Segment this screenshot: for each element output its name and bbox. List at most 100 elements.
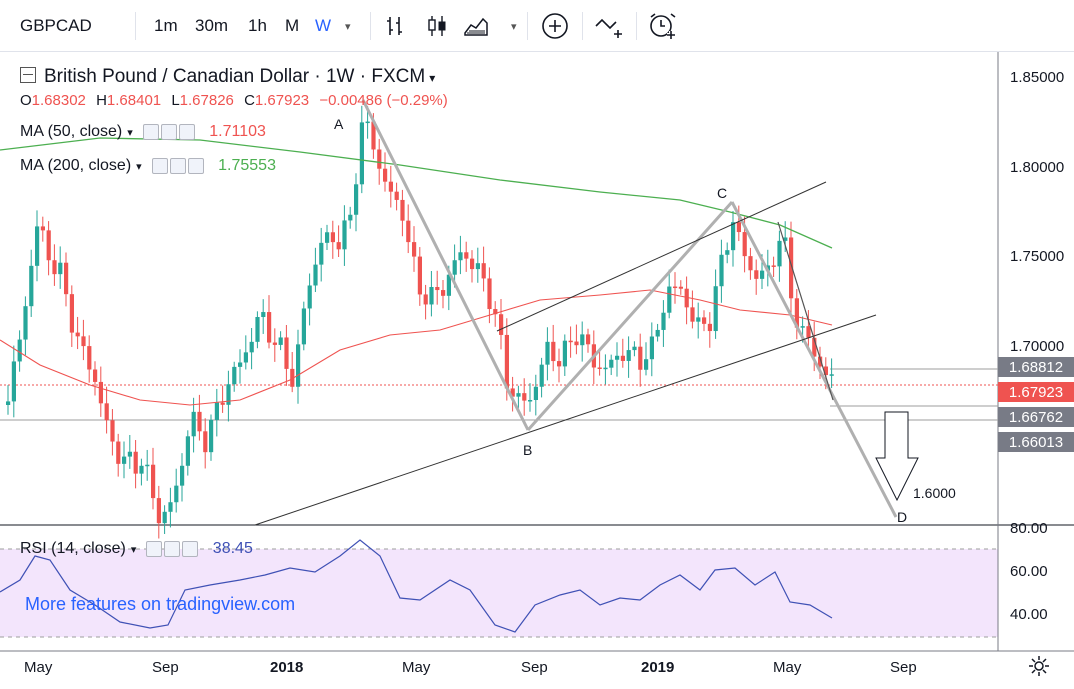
candle-body	[516, 393, 521, 397]
rsi-chevron-icon[interactable]: ▾	[130, 544, 137, 556]
ma200-label[interactable]: MA (200, close)	[20, 157, 132, 174]
candle-body	[568, 340, 573, 343]
candle-body	[562, 340, 567, 367]
candle-body	[377, 149, 382, 169]
candle-body	[458, 252, 463, 261]
candle-body	[731, 222, 736, 251]
candle-body	[52, 260, 57, 275]
candles-icon[interactable]	[425, 0, 449, 52]
rsi-label[interactable]: RSI (14, close)	[20, 540, 126, 557]
area-chart-icon[interactable]	[463, 0, 489, 52]
chart-title[interactable]: British Pound / Canadian Dollar · 1W · F…	[44, 66, 426, 87]
candle-body	[209, 419, 214, 453]
candle-body	[406, 220, 411, 243]
visibility-icon[interactable]	[142, 123, 159, 140]
candle-body	[348, 214, 353, 221]
remove-icon[interactable]	[178, 123, 195, 140]
candle-body	[145, 464, 150, 467]
candle-body	[441, 290, 446, 296]
interval-1h-button[interactable]: 1h	[248, 16, 267, 35]
candle-body	[267, 312, 272, 343]
candle-body	[620, 355, 625, 361]
compare-icon[interactable]	[594, 0, 628, 52]
candle-body	[104, 403, 109, 421]
steep-trend-line[interactable]	[777, 221, 834, 401]
drawing-tools[interactable]: A B C D 1.6000	[254, 99, 956, 526]
candle-body	[609, 359, 614, 368]
candle-body	[551, 341, 556, 362]
abcd-leg-ab[interactable]	[361, 99, 530, 431]
candle-body	[522, 393, 527, 401]
candle-body	[232, 366, 237, 385]
candle-body	[580, 334, 585, 346]
current-price-label: 1.67923	[998, 382, 1074, 402]
symbol-search-button[interactable]: GBPCAD	[20, 16, 92, 35]
candle-body	[330, 232, 335, 243]
candle-body	[319, 242, 324, 265]
visibility-icon[interactable]	[146, 540, 163, 557]
collapse-legend-icon[interactable]	[20, 67, 36, 83]
settings-icon[interactable]	[169, 157, 186, 174]
interval-week-button[interactable]: W	[315, 16, 332, 35]
candle-body	[307, 285, 312, 309]
level-price-label: 1.68812	[998, 357, 1074, 377]
channel-line-upper[interactable]	[496, 181, 827, 332]
candle-body	[29, 265, 34, 307]
ma50-chevron-icon[interactable]: ▾	[127, 127, 133, 139]
promo-link[interactable]: More features on tradingview.com	[25, 594, 296, 614]
chart-settings-gear-icon[interactable]	[1028, 655, 1050, 682]
down-arrow-icon[interactable]	[875, 411, 919, 502]
point-c-label: C	[717, 185, 727, 201]
candle-body	[748, 256, 753, 271]
interval-dropdown-chevron-icon[interactable]: ▾	[345, 20, 351, 33]
ohlc-row: O1.68302 H1.68401 L1.67826 C1.67923 −0.0…	[20, 92, 448, 109]
candle-body	[325, 232, 330, 243]
point-a-label: A	[334, 116, 344, 132]
trend-line-lower[interactable]	[254, 314, 877, 526]
close-value: 1.67923	[254, 92, 310, 109]
candle-body	[452, 260, 457, 275]
settings-icon[interactable]	[160, 123, 177, 140]
candle-body	[191, 411, 196, 437]
rsi-tick: 40.00	[1010, 606, 1048, 623]
candle-body	[725, 250, 730, 255]
chart-type-chevron-icon[interactable]: ▾	[511, 20, 517, 33]
point-d-label: D	[897, 509, 907, 525]
candle-body	[574, 341, 579, 346]
abcd-leg-bc[interactable]	[526, 200, 734, 432]
candle-body	[417, 256, 422, 295]
alert-icon[interactable]	[647, 0, 679, 52]
candle-body	[754, 270, 759, 279]
title-chevron-icon[interactable]: ▾	[429, 71, 436, 85]
interval-30m-button[interactable]: 30m	[195, 16, 229, 35]
candle-body	[220, 402, 225, 405]
candle-body	[359, 122, 364, 185]
candle-body	[255, 317, 260, 342]
candle-body	[702, 317, 707, 324]
ma200-chevron-icon[interactable]: ▾	[136, 161, 142, 173]
candle-body	[226, 384, 231, 405]
ma50-label[interactable]: MA (50, close)	[20, 123, 123, 140]
bar-chart-icon[interactable]	[384, 0, 408, 52]
candle-body	[168, 502, 173, 512]
remove-icon[interactable]	[187, 157, 204, 174]
interval-1m-button[interactable]: 1m	[154, 16, 178, 35]
candle-body	[342, 220, 347, 250]
candle-body	[528, 399, 533, 402]
candle-body	[388, 181, 393, 192]
candle-body	[23, 306, 28, 340]
visibility-icon[interactable]	[151, 157, 168, 174]
add-indicator-icon[interactable]	[541, 0, 569, 52]
candle-body	[783, 237, 788, 241]
settings-icon[interactable]	[164, 540, 181, 557]
candle-body	[203, 431, 208, 453]
candle-body	[11, 361, 16, 402]
abcd-leg-cd[interactable]	[730, 201, 898, 518]
candle-body	[69, 294, 74, 333]
candle-body	[800, 326, 805, 328]
remove-icon[interactable]	[182, 540, 199, 557]
candle-body	[371, 121, 376, 150]
interval-month-button[interactable]: M	[285, 16, 300, 35]
candle-body	[493, 309, 498, 315]
